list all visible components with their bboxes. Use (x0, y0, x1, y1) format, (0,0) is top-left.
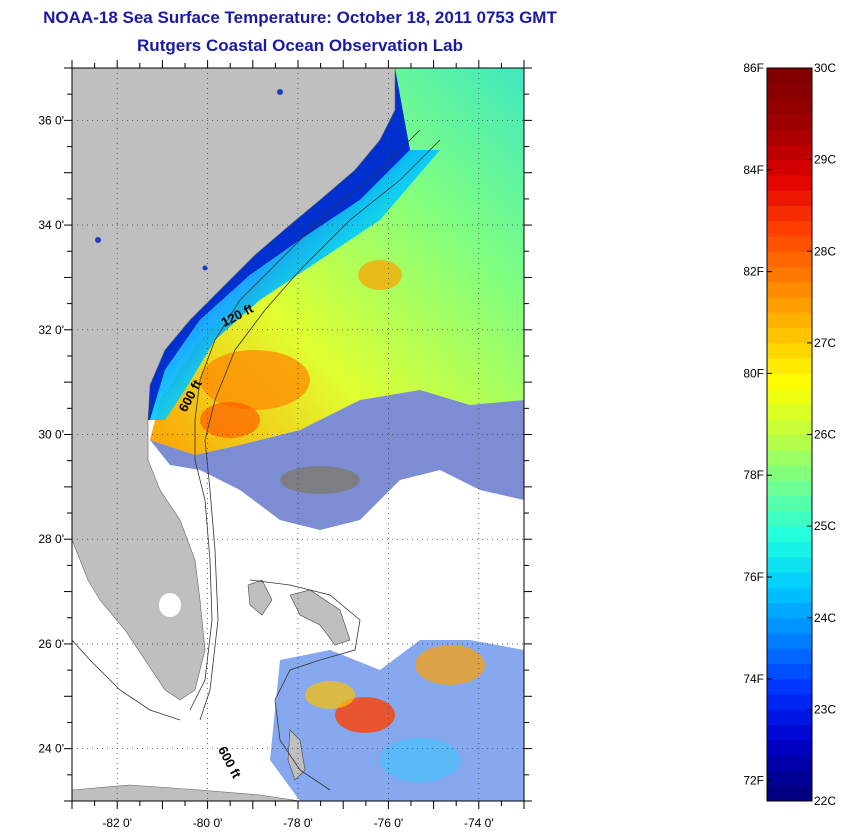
isobath-bahamas (249, 579, 361, 791)
map-subtitle: Rutgers Coastal Ocean Observation Lab (137, 36, 463, 55)
lon-tick-label: -78 0' (283, 816, 313, 830)
warm-patch (335, 697, 395, 733)
lat-tick-label: 30 0' (38, 428, 64, 442)
lon-tick-label: -76 0' (374, 816, 404, 830)
axis-ticks (64, 60, 532, 809)
lake-okeechobee (159, 593, 181, 617)
lat-tick-label: 28 0' (38, 532, 64, 546)
axis-labels: -82 0' -80 0' -78 0' -76 0' -74 0' 24 0' 26 0'… (38, 113, 493, 830)
cloud-edge-speckles (150, 390, 524, 530)
map-title: NOAA-18 Sea Surface Temperature: October… (43, 8, 557, 27)
warm-patch (358, 260, 402, 290)
lat-tick-label: 36 0' (38, 113, 64, 127)
land-us-southeast (72, 68, 396, 701)
inland-lake (277, 89, 283, 95)
lon-tick-label: -82 0' (102, 816, 132, 830)
graticule (72, 68, 524, 801)
nearshore-cold-band (140, 68, 410, 420)
lon-tick-label: -80 0' (193, 816, 223, 830)
land-bahamas (289, 589, 351, 646)
inland-lake (95, 237, 101, 243)
isobath-600ft (199, 139, 441, 721)
lat-tick-label: 34 0' (38, 218, 64, 232)
warm-patch (200, 350, 310, 410)
warm-patch (415, 645, 485, 685)
shelf-gradient (150, 150, 440, 420)
warm-patch (200, 402, 260, 438)
lat-tick-label: 26 0' (38, 637, 64, 651)
cool-patch (380, 738, 460, 782)
lon-tick-label: -74 0' (464, 816, 494, 830)
warm-patch (305, 681, 355, 709)
lat-tick-label: 32 0' (38, 323, 64, 337)
land-cuba (72, 784, 301, 801)
isobath-west-florida (72, 639, 181, 721)
lat-tick-label: 24 0' (38, 742, 64, 756)
inland-lake (202, 265, 208, 271)
isobath-120ft (189, 129, 421, 711)
